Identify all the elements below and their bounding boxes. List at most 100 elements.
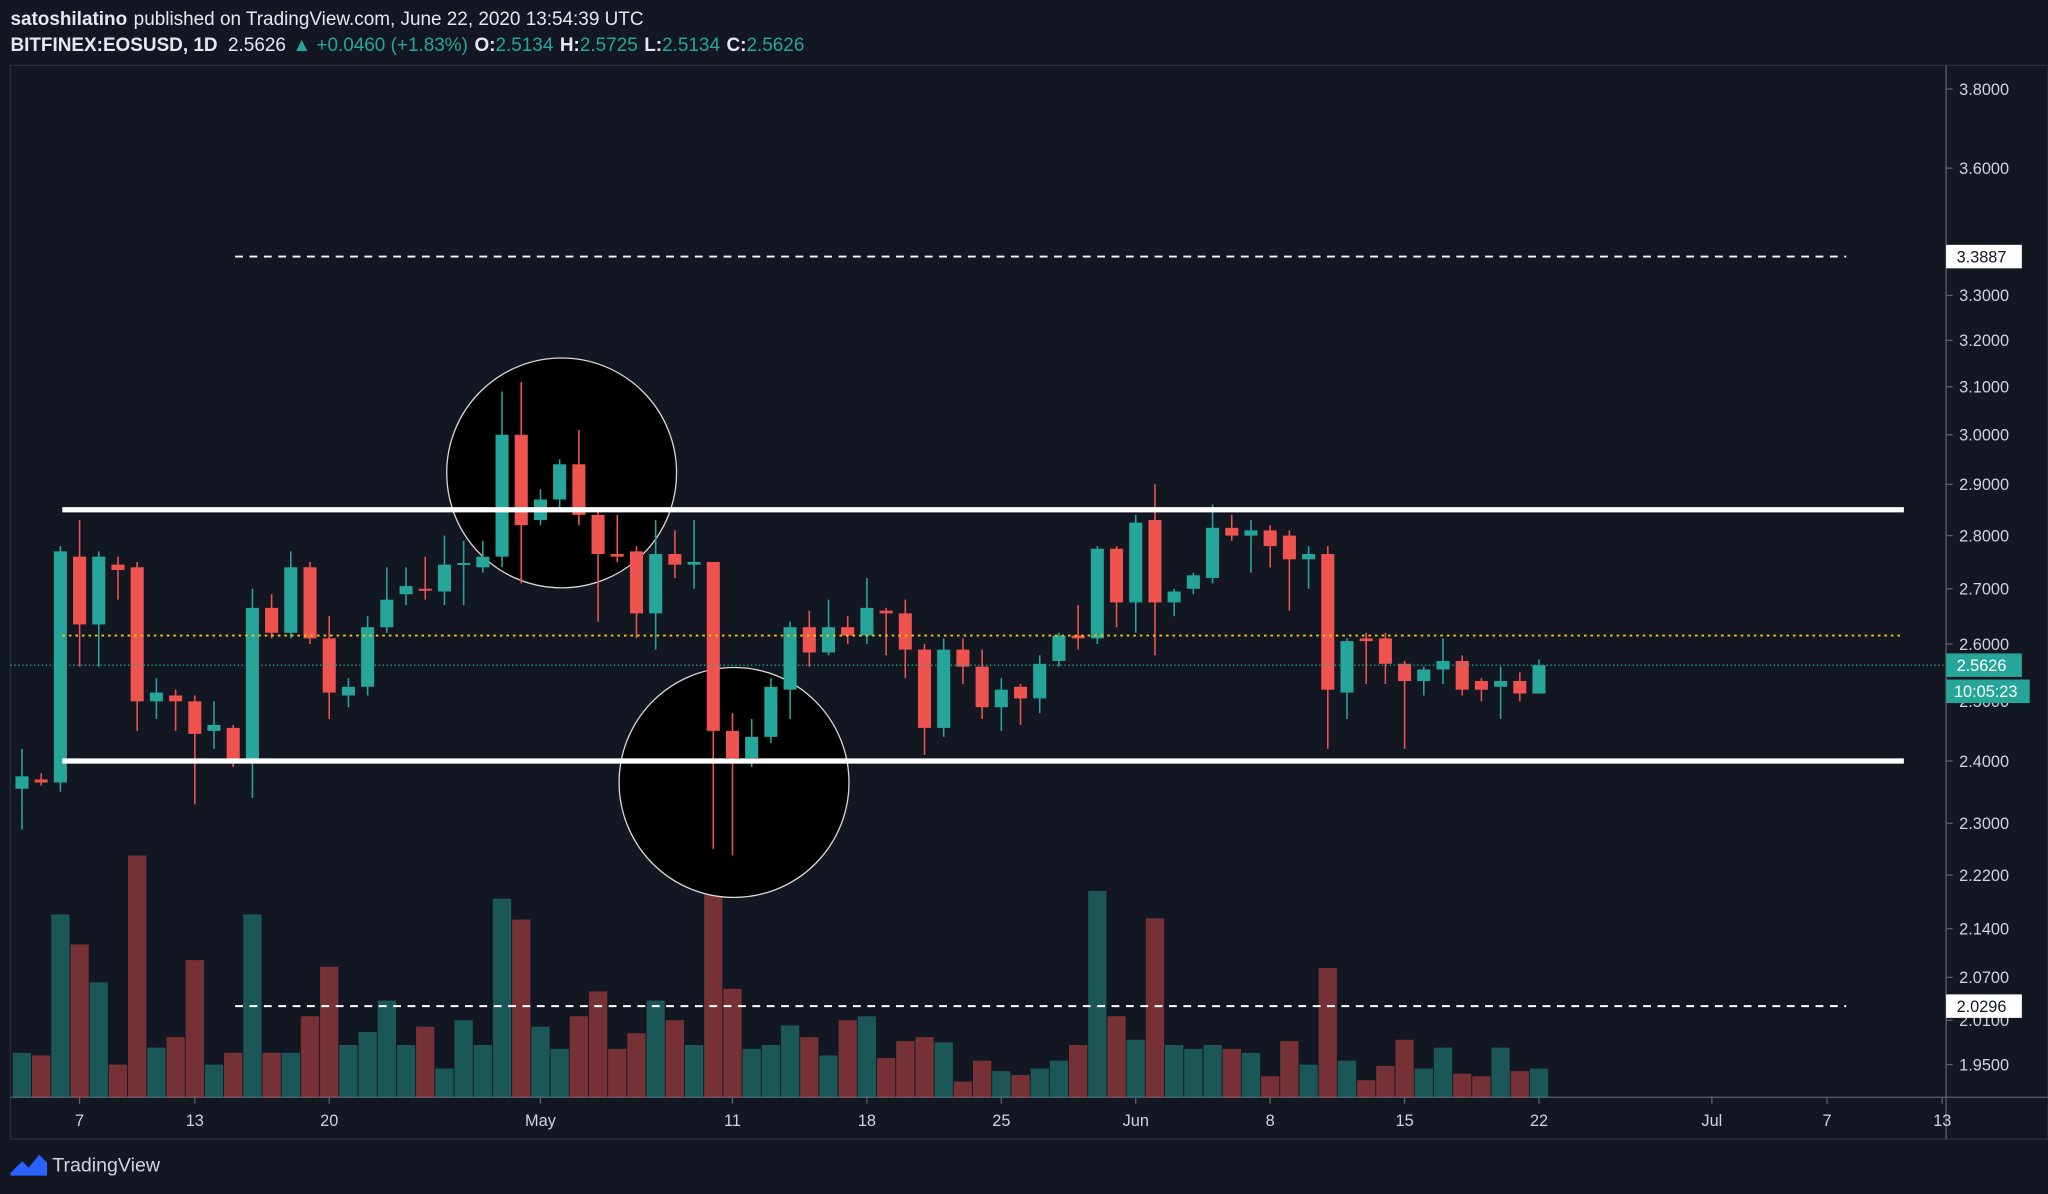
volume-bar	[723, 988, 742, 1098]
candle-body	[265, 607, 279, 633]
volume-bar	[1203, 1045, 1222, 1098]
candle-body	[610, 554, 624, 557]
open-label: O:	[474, 35, 495, 56]
candle-body	[1532, 665, 1546, 694]
y-tick-label: 2.8000	[1959, 527, 2009, 545]
close-label: C:	[727, 35, 747, 56]
x-tick-label: 8	[1266, 1112, 1275, 1130]
candle-body	[245, 607, 259, 762]
highlight-circle	[618, 666, 850, 899]
volume-bar	[1510, 1071, 1529, 1098]
volume-bar	[435, 1068, 454, 1098]
volume-bar	[492, 898, 512, 1098]
volume-bar	[761, 1045, 781, 1098]
candle-body	[668, 554, 682, 565]
candle-body	[1321, 554, 1335, 690]
candle-body	[649, 554, 663, 614]
volume-bar	[377, 1000, 396, 1098]
volume-bar	[1433, 1047, 1453, 1098]
candle-body	[1455, 660, 1469, 690]
last-price-badge	[1946, 653, 2022, 677]
candle-body	[841, 627, 855, 636]
volume-bar	[953, 1081, 973, 1098]
y-tick-label: 2.2200	[1959, 867, 2009, 885]
x-tick-label: 20	[320, 1112, 338, 1130]
volume-bar	[108, 1064, 128, 1098]
volume-bar	[358, 1031, 377, 1098]
candle-body	[130, 567, 144, 702]
low-label: L:	[644, 35, 662, 56]
y-tick-label: 2.4000	[1959, 753, 2009, 771]
volume-bar	[780, 1025, 800, 1098]
candle-body	[495, 434, 509, 557]
volume-bar	[972, 1060, 992, 1098]
volume-bar	[1376, 1065, 1395, 1098]
low-value: 2.5134	[662, 35, 720, 56]
candle-body	[706, 561, 720, 731]
volume-bar	[1222, 1048, 1241, 1098]
volume-bar	[262, 1052, 281, 1098]
level-badge	[1946, 244, 2022, 269]
volume-bar	[1299, 1064, 1318, 1098]
volume-bar	[128, 855, 147, 1098]
candle-body	[1090, 548, 1104, 639]
symbol: BITFINEX:EOSUSD, 1D	[10, 35, 217, 56]
candle-body	[1513, 680, 1527, 694]
volume-bar	[1529, 1068, 1549, 1098]
volume-bar	[1491, 1047, 1510, 1098]
volume-bar	[550, 1048, 569, 1098]
y-tick-label: 3.6000	[1959, 160, 2009, 178]
candle-body	[53, 551, 67, 783]
volume-bar	[704, 838, 723, 1098]
y-tick-label: 2.7000	[1959, 581, 2009, 599]
candle-body	[437, 564, 451, 592]
y-tick-label: 2.0700	[1959, 969, 2009, 987]
x-tick-label: 11	[724, 1112, 741, 1130]
candle-body	[917, 649, 932, 728]
candle-body	[1359, 638, 1373, 642]
x-tick-label: 15	[1396, 1112, 1414, 1130]
candle-body	[994, 689, 1008, 708]
volume-bar	[684, 1045, 704, 1098]
last-price: 2.5626	[228, 35, 286, 56]
volume-bar	[876, 1058, 896, 1098]
candle-body	[207, 724, 221, 731]
volume-bar	[1241, 1052, 1261, 1098]
axis-layer: 1.95002.01002.07002.14002.22002.30002.40…	[75, 81, 2030, 1130]
logo-mark	[10, 1154, 48, 1176]
y-tick-label: 3.8000	[1959, 81, 2009, 99]
volume-bar	[1318, 967, 1337, 1098]
volume-bar	[1395, 1039, 1414, 1098]
y-tick-label: 3.2000	[1959, 332, 2009, 350]
volume-bar	[454, 1020, 473, 1098]
candle-body	[15, 776, 29, 789]
candle-body	[764, 686, 778, 737]
volume-bar	[396, 1045, 416, 1098]
candle-body	[802, 627, 816, 653]
volume-bar	[416, 1026, 435, 1098]
volume-bar	[1011, 1075, 1030, 1098]
candle-body	[399, 586, 413, 595]
volume-bar	[89, 982, 108, 1098]
brand: TradingView	[52, 1155, 161, 1177]
high-value: 2.5725	[580, 35, 638, 56]
candle-body	[937, 649, 951, 728]
high-label: H:	[560, 35, 580, 56]
published: published on TradingView.com, June 22, 2…	[134, 9, 644, 30]
volume-bar	[1472, 1076, 1491, 1098]
candle-body	[553, 464, 567, 500]
volume-bar	[339, 1045, 358, 1098]
x-tick-label: 13	[1933, 1112, 1951, 1130]
candle-body	[1494, 680, 1508, 687]
level-label: 2.0296	[1957, 998, 2007, 1016]
last-price-label: 2.5626	[1957, 657, 2007, 675]
candle-body	[92, 556, 106, 625]
y-tick-label: 2.1400	[1959, 921, 2009, 939]
volume-bar	[281, 1052, 300, 1098]
candle-body	[745, 736, 759, 758]
candle-body	[687, 561, 701, 565]
candle-body	[1340, 641, 1354, 693]
candle-layer	[15, 382, 1546, 856]
volume-bar	[1357, 1080, 1376, 1098]
